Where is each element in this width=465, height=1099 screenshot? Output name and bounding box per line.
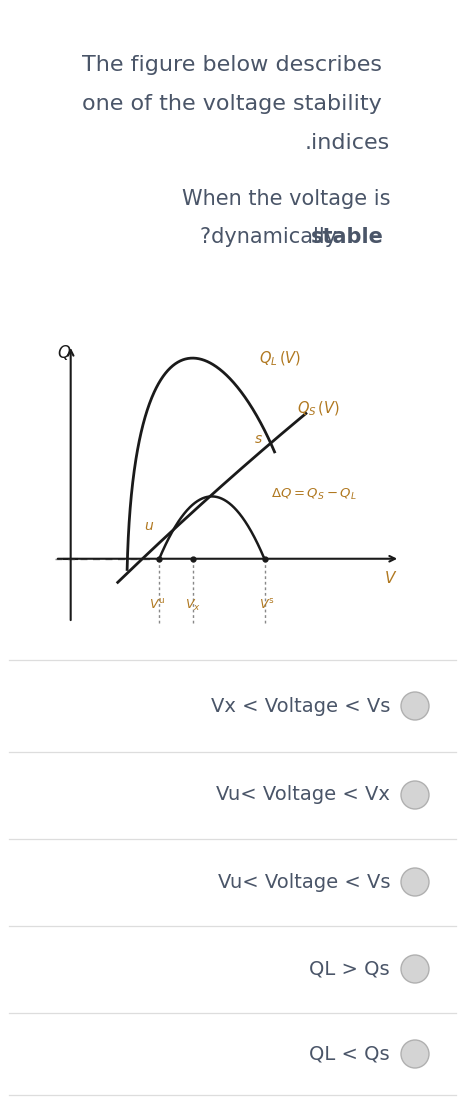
Text: Vu< Voltage < Vs: Vu< Voltage < Vs — [218, 873, 390, 891]
Text: one of the voltage stability: one of the voltage stability — [82, 95, 382, 114]
Text: Vu< Voltage < Vx: Vu< Voltage < Vx — [216, 786, 390, 804]
Text: The figure below describes: The figure below describes — [82, 55, 382, 75]
Circle shape — [401, 781, 429, 809]
Text: $\mathit{Q}_\mathit{L}\,\mathit{(V)}$: $\mathit{Q}_\mathit{L}\,\mathit{(V)}$ — [259, 351, 301, 368]
Circle shape — [401, 1040, 429, 1068]
Circle shape — [401, 955, 429, 983]
Text: $\mathit{Q}_\mathit{S}\,\mathit{(V)}$: $\mathit{Q}_\mathit{S}\,\mathit{(V)}$ — [297, 400, 339, 419]
Text: $V_x$: $V_x$ — [185, 598, 201, 612]
Text: $Q$: $Q$ — [57, 343, 72, 362]
Text: ?dynamically: ?dynamically — [200, 227, 344, 247]
Text: QL > Qs: QL > Qs — [309, 959, 390, 978]
Text: $V$: $V$ — [384, 570, 397, 587]
Text: .indices: .indices — [305, 133, 390, 153]
Text: $V^\mathrm{s}$: $V^\mathrm{s}$ — [259, 598, 274, 612]
Text: $\mathit{\Delta Q}=\mathit{Q_S}-\mathit{Q_L}$: $\mathit{\Delta Q}=\mathit{Q_S}-\mathit{… — [272, 487, 357, 502]
Circle shape — [401, 868, 429, 896]
Text: $u$: $u$ — [144, 519, 154, 533]
Text: Vx < Voltage < Vs: Vx < Voltage < Vs — [211, 697, 390, 715]
Text: When the voltage is: When the voltage is — [181, 189, 390, 209]
Text: $s$: $s$ — [254, 432, 263, 446]
Text: QL < Qs: QL < Qs — [309, 1044, 390, 1064]
Circle shape — [401, 692, 429, 720]
Text: $V^\mathrm{u}$: $V^\mathrm{u}$ — [149, 598, 165, 612]
Text: stable: stable — [311, 227, 384, 247]
